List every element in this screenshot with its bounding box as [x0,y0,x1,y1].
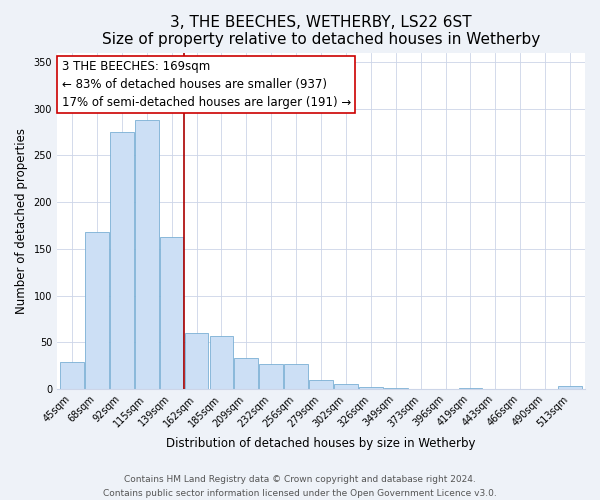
Title: 3, THE BEECHES, WETHERBY, LS22 6ST
Size of property relative to detached houses : 3, THE BEECHES, WETHERBY, LS22 6ST Size … [102,15,540,48]
Bar [259,364,283,389]
Bar [185,333,208,389]
Bar [309,380,333,389]
Text: 3 THE BEECHES: 169sqm
← 83% of detached houses are smaller (937)
17% of semi-det: 3 THE BEECHES: 169sqm ← 83% of detached … [62,60,351,109]
X-axis label: Distribution of detached houses by size in Wetherby: Distribution of detached houses by size … [166,437,476,450]
Bar [110,132,134,389]
Bar [558,386,582,389]
Bar [135,120,158,389]
Bar [235,358,258,389]
Y-axis label: Number of detached properties: Number of detached properties [15,128,28,314]
Bar [334,384,358,389]
Bar [284,364,308,389]
Bar [458,388,482,389]
Text: Contains HM Land Registry data © Crown copyright and database right 2024.
Contai: Contains HM Land Registry data © Crown c… [103,476,497,498]
Bar [384,388,407,389]
Bar [85,232,109,389]
Bar [359,387,383,389]
Bar [209,336,233,389]
Bar [60,362,84,389]
Bar [160,236,184,389]
